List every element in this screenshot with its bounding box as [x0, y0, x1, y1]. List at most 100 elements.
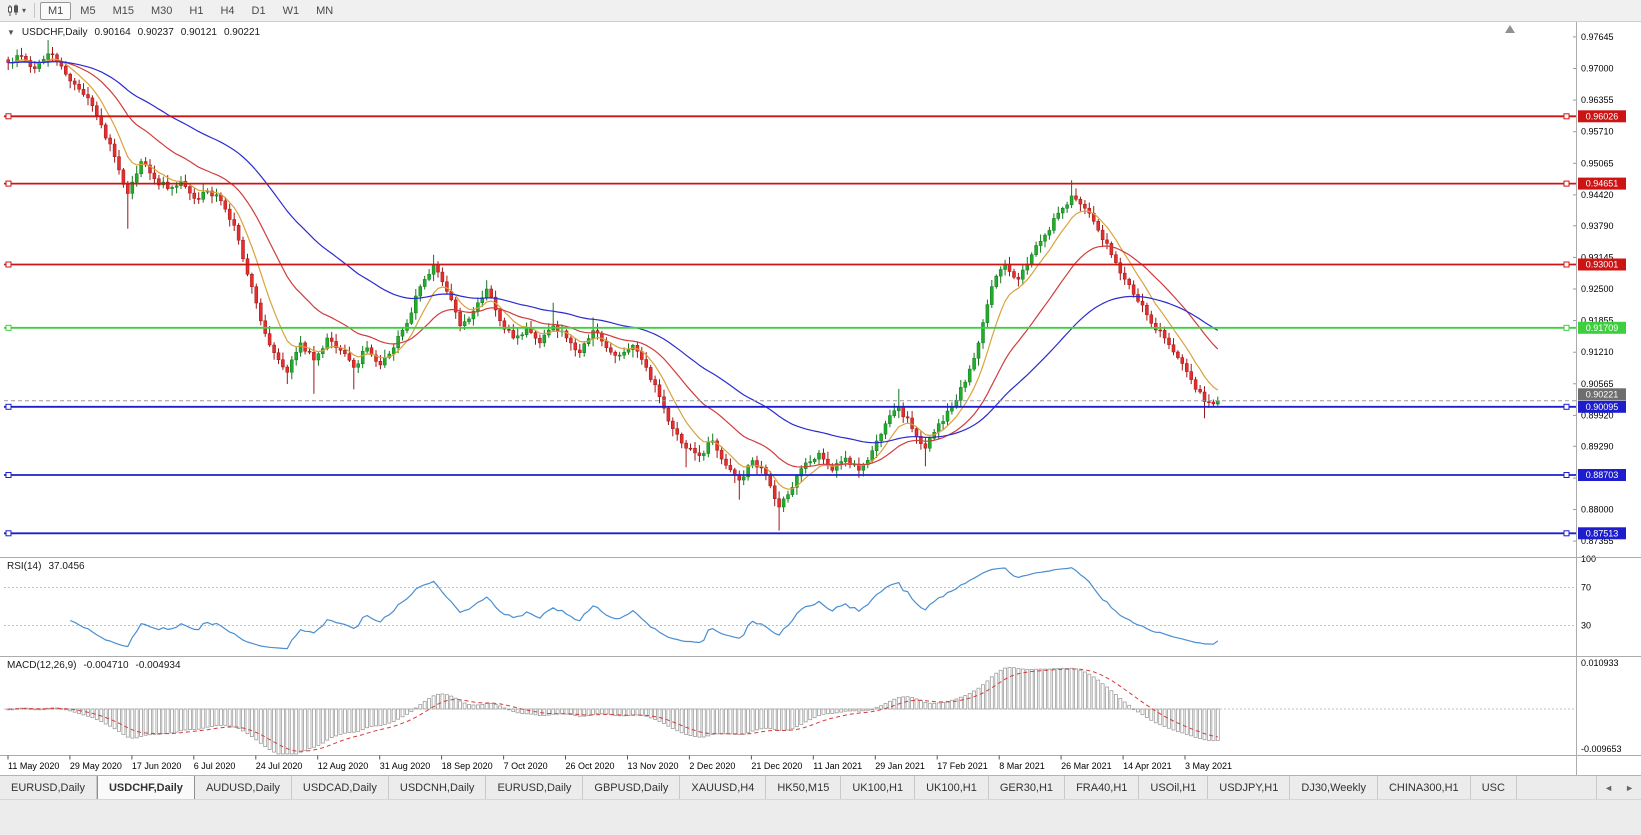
chart-tab[interactable]: UK100,H1: [915, 776, 989, 799]
timeframe-button-m30[interactable]: M30: [150, 4, 173, 17]
chart-tab-label: UK100,H1: [926, 781, 977, 794]
price-level-badge: 0.88703: [1578, 469, 1626, 481]
price-axis-label: 0.93790: [1581, 221, 1614, 231]
chart-collapse-icon[interactable]: ▼: [7, 28, 15, 37]
chart-tab[interactable]: USDJPY,H1: [1208, 776, 1291, 799]
chart-tab[interactable]: DJ30,Weekly: [1290, 776, 1378, 799]
chart-tab[interactable]: CHINA300,H1: [1378, 776, 1471, 799]
chart-tab-label: EURUSD,Daily: [11, 781, 85, 794]
line-handle[interactable]: [1563, 324, 1570, 331]
timeframe-button-d1[interactable]: D1: [251, 4, 266, 17]
chart-type-button[interactable]: ▾: [4, 3, 29, 18]
price-axis-label: 0.89290: [1581, 441, 1614, 451]
tab-scroll-left-button[interactable]: ◄: [1604, 782, 1614, 793]
timeframe-button-h4[interactable]: H4: [220, 4, 235, 17]
chart-tab-label: USOil,H1: [1150, 781, 1197, 794]
price-axis-label: 0.97000: [1581, 64, 1614, 74]
line-handle[interactable]: [5, 180, 12, 187]
time-axis-label: 14 Apr 2021: [1123, 761, 1172, 771]
line-handle[interactable]: [1563, 530, 1570, 537]
timeframe-button-m15[interactable]: M15: [112, 4, 134, 17]
price-axis-label: 0.95710: [1581, 127, 1614, 137]
line-handle[interactable]: [5, 113, 12, 120]
chart-tab-label: EURUSD,Daily: [497, 781, 572, 794]
current-price-badge: 0.90221: [1578, 388, 1626, 401]
svg-text:0.87513: 0.87513: [1586, 528, 1619, 538]
price-axis-label: 0.97645: [1581, 32, 1614, 42]
timeframe-button-mn[interactable]: MN: [316, 4, 334, 17]
time-axis-label: 13 Nov 2020: [628, 761, 679, 771]
chart-tab[interactable]: AUDUSD,Daily: [195, 776, 292, 799]
chart-tab[interactable]: GBPUSD,Daily: [583, 776, 681, 799]
chart-tab-label: XAUUSD,H4: [691, 781, 755, 794]
timeframe-button-m5[interactable]: M5: [80, 4, 96, 17]
chart-tab[interactable]: USOil,H1: [1139, 776, 1209, 799]
macd-axis-label: -0.009653: [1581, 744, 1622, 754]
line-handle[interactable]: [5, 261, 12, 268]
chart-tab-label: FRA40,H1: [1076, 781, 1128, 794]
line-handle[interactable]: [1563, 403, 1570, 410]
line-handle[interactable]: [1563, 261, 1570, 268]
tab-scroll-right-button[interactable]: ►: [1625, 782, 1634, 793]
chart-tab[interactable]: USC: [1471, 776, 1517, 799]
time-axis-label: 7 Oct 2020: [504, 761, 548, 771]
chart-tab[interactable]: EURUSD,Daily: [0, 776, 97, 799]
time-axis-label: 8 Mar 2021: [999, 761, 1045, 771]
tab-navigation: ◄ ►: [1596, 776, 1641, 799]
macd-axis-label: 0.010933: [1581, 658, 1619, 668]
status-bar: [0, 799, 1641, 835]
price-axis-label: 0.90565: [1581, 379, 1614, 389]
chart-tab[interactable]: HK50,M15: [766, 776, 842, 799]
chart-tab[interactable]: XAUUSD,H4: [680, 776, 767, 799]
line-handle[interactable]: [1563, 180, 1570, 187]
chart-tab-label: HK50,M15: [777, 781, 830, 794]
svg-text:0.91709: 0.91709: [1586, 323, 1619, 333]
rsi-axis-label: 70: [1581, 583, 1591, 593]
price-axis-label: 0.94420: [1581, 190, 1614, 200]
timeframe-button-m1[interactable]: M1: [40, 1, 72, 20]
chart-tab-label: USDJPY,H1: [1219, 781, 1279, 794]
macd-histogram: [6, 667, 1220, 755]
line-handle[interactable]: [5, 530, 12, 537]
svg-text:0.93001: 0.93001: [1586, 260, 1619, 270]
chart-tabs-bar: EURUSD,Daily USDCHF,Daily AUDUSD,Daily USDC…: [0, 775, 1641, 799]
moving-average-mid: [8, 60, 1219, 468]
timeframe-button-w1[interactable]: W1: [282, 4, 300, 17]
candlestick-chart-icon: [8, 4, 18, 16]
line-handle[interactable]: [5, 324, 12, 331]
chart-tab[interactable]: EURUSD,Daily: [486, 776, 584, 799]
time-axis-label: 11 Jan 2021: [813, 761, 862, 771]
line-handle[interactable]: [5, 403, 12, 410]
chart-tab-label: USDCAD,Daily: [302, 781, 377, 794]
price-axis-label: 0.96355: [1581, 95, 1614, 105]
price-axis-label: 0.91855: [1581, 316, 1614, 326]
dropdown-caret-icon: ▾: [22, 6, 27, 15]
price-axis-label: 0.92500: [1581, 284, 1614, 294]
timeframe-button-h1[interactable]: H1: [189, 4, 204, 17]
time-axis[interactable]: 11 May 2020 29 May 2020 17 Jun 2020 6 Jul 2…: [7, 755, 1232, 772]
chart-tab[interactable]: USDCNH,Daily: [389, 776, 487, 799]
chart-tab[interactable]: USDCAD,Daily: [292, 776, 389, 799]
chart-tab-label: CHINA300,H1: [1388, 781, 1459, 794]
moving-average-fast: [8, 58, 1219, 490]
rsi-axis-label: 30: [1581, 621, 1591, 631]
rsi-axis-label: 100: [1581, 554, 1596, 564]
chart-area[interactable]: 0.97645 0.97000 0.96355 0.95710 0.95065 0.944…: [0, 22, 1641, 775]
line-handle[interactable]: [5, 472, 12, 478]
chart-tab[interactable]: FRA40,H1: [1065, 776, 1140, 799]
macd-signal-line: [8, 668, 1218, 752]
line-handle[interactable]: [1563, 113, 1570, 120]
timeframe-toolbar: ▾ M1 M5 M15 M30 H1 H4 D1 W1 MN: [0, 0, 1641, 22]
chart-tab[interactable]: UK100,H1: [841, 776, 916, 799]
time-axis-label: 18 Sep 2020: [442, 761, 493, 771]
chart-tab-label: GER30,H1: [999, 781, 1054, 794]
line-handle[interactable]: [1563, 472, 1570, 478]
time-axis-label: 29 May 2020: [70, 761, 122, 771]
chart-shift-marker[interactable]: [1505, 25, 1515, 33]
chart-canvas[interactable]: 0.97645 0.97000 0.96355 0.95710 0.95065 0.944…: [0, 22, 1641, 775]
price-level-badge: 0.94651: [1578, 177, 1626, 190]
chart-tab[interactable]: USDCHF,Daily: [96, 776, 195, 799]
chart-tab[interactable]: GER30,H1: [989, 776, 1066, 799]
price-axis-label: 0.89920: [1581, 410, 1614, 420]
time-axis-label: 6 Jul 2020: [194, 761, 236, 771]
